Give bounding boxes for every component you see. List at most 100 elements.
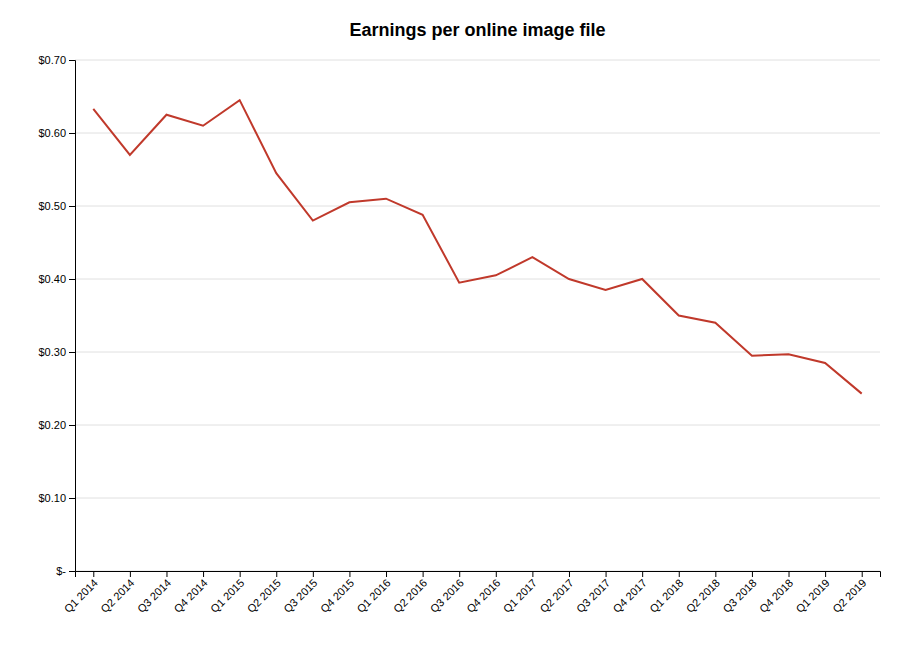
y-tick: $0.40 — [38, 273, 75, 285]
x-tick-label: Q1 2016 — [354, 577, 392, 615]
x-tick: Q2 2018 — [684, 571, 722, 615]
title: Earnings per online image file — [349, 20, 605, 40]
x-tick-label: Q2 2014 — [98, 577, 136, 615]
x-tick: Q4 2018 — [757, 571, 795, 615]
grid-line — [75, 425, 880, 426]
x-tick-label: Q1 2019 — [794, 577, 832, 615]
x-tick-label: Q4 2014 — [171, 577, 209, 615]
y-tick-mark — [69, 133, 75, 134]
x-tick: Q4 2014 — [171, 571, 209, 615]
x-tick: Q1 2018 — [647, 571, 685, 615]
grid-line — [75, 498, 880, 499]
x-tick-mark — [459, 571, 460, 577]
x-tick: Q1 2016 — [354, 571, 392, 615]
x-tick: Q3 2015 — [281, 571, 319, 615]
x-tick-label: Q2 2017 — [537, 577, 575, 615]
x-tick-mark — [240, 571, 241, 577]
grid-line — [75, 133, 880, 134]
x-tick: Q3 2018 — [720, 571, 758, 615]
y-tick: $0.10 — [38, 492, 75, 504]
x-tick-label: Q3 2016 — [428, 577, 466, 615]
x-tick-label: Q3 2014 — [135, 577, 173, 615]
x-tick-label: Q3 2018 — [720, 577, 758, 615]
x-tick-label: Q4 2017 — [611, 577, 649, 615]
x-tick: Q4 2017 — [611, 571, 649, 615]
x-tick-label: Q2 2016 — [391, 577, 429, 615]
x-tick: Q4 2015 — [318, 571, 356, 615]
x-tick: Q4 2016 — [464, 571, 502, 615]
x-tick-mark — [825, 571, 826, 577]
grid-line — [75, 60, 880, 61]
y-tick-mark — [69, 571, 75, 572]
x-tick-mark — [423, 571, 424, 577]
x-tick-label: Q1 2017 — [501, 577, 539, 615]
y-tick-label: $- — [56, 565, 66, 577]
x-tick-mark — [386, 571, 387, 577]
y-tick-label: $0.50 — [38, 200, 66, 212]
x-tick-label: Q4 2018 — [757, 577, 795, 615]
x-tick-mark — [789, 571, 790, 577]
x-tick-mark — [532, 571, 533, 577]
x-tick: Q1 2014 — [62, 571, 100, 615]
y-tick: $0.60 — [38, 127, 75, 139]
y-tick-label: $0.40 — [38, 273, 66, 285]
x-tick: Q3 2016 — [428, 571, 466, 615]
x-axis: Q1 2014Q2 2014Q3 2014Q4 2014Q1 2015Q2 20… — [62, 571, 881, 615]
x-tick: Q3 2017 — [574, 571, 612, 615]
x-tick-mark — [569, 571, 570, 577]
x-tick: Q2 2017 — [537, 571, 575, 615]
x-tick-mark — [276, 571, 277, 577]
y-axis-line — [69, 61, 76, 572]
x-tick-mark — [715, 571, 716, 577]
chart: $- $0.10 $0.20 $0.30 $0.40 $0.50 $0.60 $0.70 Q1 … — [0, 0, 910, 661]
x-tick-label: Q4 2015 — [318, 577, 356, 615]
y-tick: $- — [56, 565, 75, 577]
x-tick: Q1 2015 — [208, 571, 246, 615]
x-tick: Q3 2014 — [135, 571, 173, 615]
x-tick-label: Q1 2018 — [647, 577, 685, 615]
y-tick: $0.20 — [38, 419, 75, 431]
marks — [93, 100, 861, 393]
y-tick-mark — [69, 206, 75, 207]
x-tick-mark — [679, 571, 680, 577]
x-tick-mark — [496, 571, 497, 577]
x-tick: Q1 2019 — [794, 571, 832, 615]
x-tick-label: Q2 2019 — [830, 577, 868, 615]
x-tick-label: Q1 2015 — [208, 577, 246, 615]
x-tick: Q2 2016 — [391, 571, 429, 615]
x-tick: Q2 2015 — [245, 571, 283, 615]
x-tick: Q2 2019 — [830, 571, 868, 615]
x-tick: Q2 2014 — [98, 571, 136, 615]
x-axis-line — [76, 572, 881, 578]
y-tick-mark — [69, 279, 75, 280]
x-tick-label: Q2 2015 — [245, 577, 283, 615]
grid-line — [75, 352, 880, 353]
x-tick-mark — [93, 571, 94, 577]
x-tick-mark — [203, 571, 204, 577]
y-tick-label: $0.10 — [38, 492, 66, 504]
y-tick: $0.70 — [38, 54, 75, 66]
x-tick-mark — [862, 571, 863, 577]
y-tick-label: $0.70 — [38, 54, 66, 66]
grid — [75, 60, 880, 571]
x-tick-mark — [313, 571, 314, 577]
x-tick-mark — [752, 571, 753, 577]
line — [93, 100, 861, 393]
y-axis: $- $0.10 $0.20 $0.30 $0.40 $0.50 $0.60 $0.70 — [38, 54, 75, 577]
plot-area: $- $0.10 $0.20 $0.30 $0.40 $0.50 $0.60 $0.70 Q1 … — [38, 54, 880, 615]
y-tick: $0.30 — [38, 346, 75, 358]
y-tick: $0.50 — [38, 200, 75, 212]
x-tick-label: Q3 2015 — [281, 577, 319, 615]
x-tick-mark — [130, 571, 131, 577]
x-tick: Q1 2017 — [501, 571, 539, 615]
x-tick-mark — [606, 571, 607, 577]
y-tick-mark — [69, 498, 75, 499]
y-tick-label: $0.30 — [38, 346, 66, 358]
y-tick-mark — [69, 352, 75, 353]
y-tick-mark — [69, 425, 75, 426]
x-tick-label: Q4 2016 — [464, 577, 502, 615]
y-tick-mark — [69, 60, 75, 61]
grid-line — [75, 206, 880, 207]
x-tick-mark — [166, 571, 167, 577]
x-tick-label: Q3 2017 — [574, 577, 612, 615]
